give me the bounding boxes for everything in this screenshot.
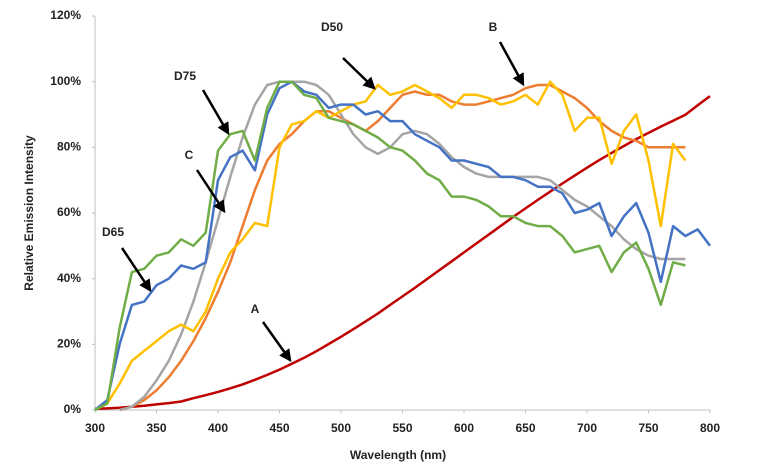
y-tick-label: 60% xyxy=(57,205,81,219)
series-annotation: D75 xyxy=(174,69,196,83)
x-tick-label: 600 xyxy=(454,421,474,435)
y-tick-label: 120% xyxy=(50,8,81,22)
series-annotation: D65 xyxy=(102,225,124,239)
x-tick-label: 550 xyxy=(392,421,412,435)
x-tick-label: 450 xyxy=(269,421,289,435)
x-tick-label: 350 xyxy=(146,421,166,435)
x-tick-label: 300 xyxy=(85,421,105,435)
y-tick-label: 100% xyxy=(50,74,81,88)
series-annotation: D50 xyxy=(321,20,343,34)
series-annotation: B xyxy=(489,20,498,34)
annotation-arrow xyxy=(261,321,292,363)
y-axis-title: Relative Emission Intensity xyxy=(22,135,36,291)
series-line xyxy=(94,80,686,412)
x-tick-label: 500 xyxy=(331,421,351,435)
x-tick-label: 700 xyxy=(577,421,597,435)
series-annotation: A xyxy=(251,302,260,316)
annotation-arrow xyxy=(342,57,376,90)
series-line xyxy=(119,80,686,412)
series-line xyxy=(94,80,687,412)
y-tick-label: 0% xyxy=(64,402,82,416)
annotation-arrow xyxy=(195,169,226,214)
x-tick-label: 400 xyxy=(208,421,228,435)
x-tick-label: 750 xyxy=(638,421,658,435)
annotation-arrow xyxy=(498,41,525,87)
y-tick-label: 80% xyxy=(57,140,81,154)
annotation-arrow xyxy=(120,247,152,293)
x-tick-label: 650 xyxy=(515,421,535,435)
annotation-arrow xyxy=(201,89,230,136)
series-line xyxy=(94,80,711,411)
x-axis-title: Wavelength (nm) xyxy=(350,448,446,462)
y-tick-label: 40% xyxy=(57,271,81,285)
x-tick-label: 800 xyxy=(700,421,720,435)
series-annotation: C xyxy=(185,148,194,162)
series-line xyxy=(119,83,686,412)
y-tick-label: 20% xyxy=(57,337,81,351)
series-line xyxy=(94,95,711,411)
